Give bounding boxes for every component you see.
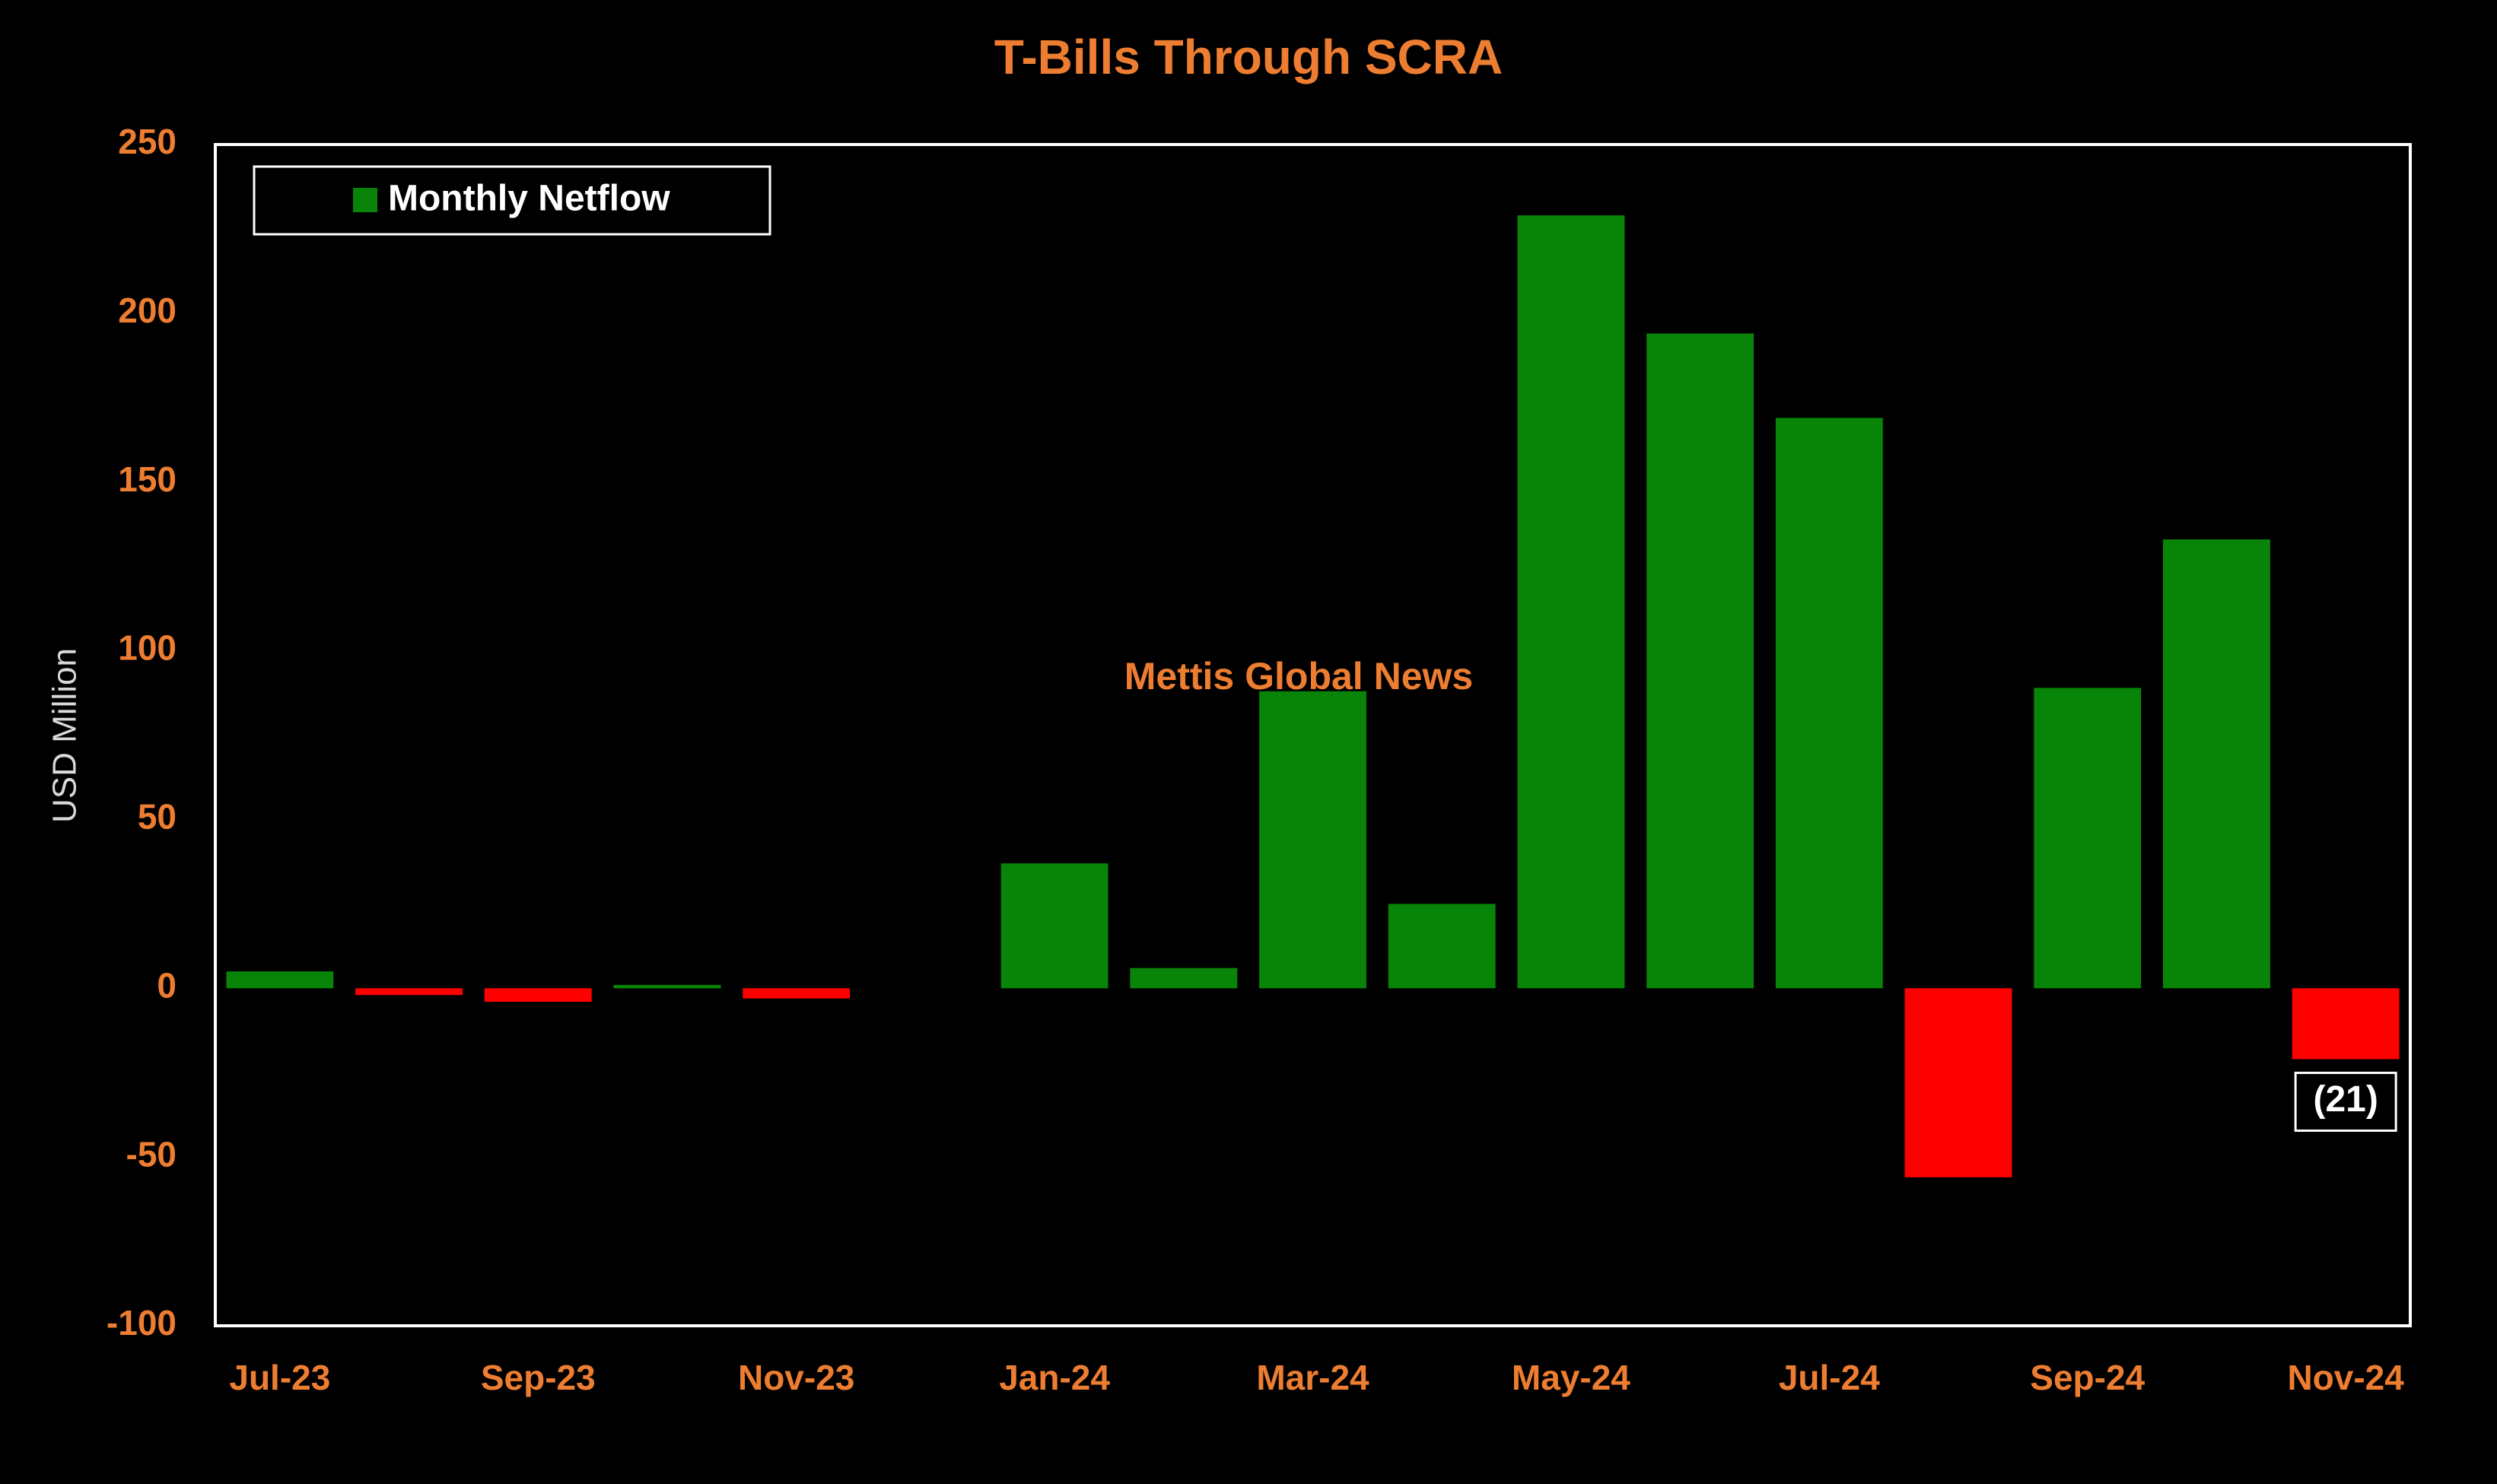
x-tick-label: Jul-23	[229, 1358, 330, 1397]
x-tick-label: Jul-24	[1779, 1358, 1880, 1397]
plot-area	[214, 143, 2412, 1327]
legend-label-monthly-netflow: Monthly Netflow	[388, 179, 670, 219]
legend-swatch-monthly-netflow	[353, 188, 377, 212]
bar-feb-24	[1130, 968, 1238, 989]
watermark-label: Mettis Global News	[1124, 655, 1473, 698]
plot-frame	[214, 143, 2412, 1327]
data-label-box	[2294, 1071, 2397, 1132]
y-tick-label: 50	[138, 797, 177, 837]
legend: Monthly Netflow	[253, 165, 771, 236]
x-axis: Jul-23 Sep-23 Nov-23 Jan-24 Mar-24 May-24 Jul-…	[229, 1358, 2404, 1397]
x-tick-label: May-24	[1512, 1358, 1630, 1397]
chart-title: T-Bills Through SCRA	[994, 30, 1503, 84]
legend-box	[253, 165, 771, 236]
bar-oct-23	[613, 984, 721, 989]
bar-apr-24	[1388, 904, 1496, 989]
bars	[226, 215, 2400, 1177]
x-tick-label: Nov-23	[738, 1358, 854, 1397]
x-tick-label: Sep-24	[2030, 1358, 2145, 1397]
y-tick-label: -100	[107, 1303, 177, 1343]
bar-jun-24	[1646, 333, 1754, 989]
bar-sep-23	[484, 988, 592, 1003]
y-tick-label: 150	[118, 459, 177, 499]
y-tick-label: 100	[118, 628, 177, 668]
x-tick-label: Nov-24	[2287, 1358, 2404, 1397]
y-tick-label: -50	[126, 1134, 177, 1174]
bar-oct-24	[2163, 539, 2270, 989]
bar-nov-23	[743, 988, 851, 999]
bar-jan-24	[1000, 863, 1109, 989]
y-axis-label: USD Million	[46, 648, 84, 823]
bar-may-24	[1517, 215, 1625, 989]
bar-aug-23	[355, 988, 463, 996]
bar-jul-23	[226, 971, 334, 989]
y-tick-label: 250	[118, 122, 177, 161]
y-tick-label: 200	[118, 291, 177, 330]
data-label: (21)	[2313, 1079, 2378, 1120]
y-axis: 250 200 150 100 50 0 -50 -100	[107, 122, 177, 1343]
bar-aug-24	[1904, 988, 2012, 1177]
bar-jul-24	[1775, 418, 1883, 989]
bar-nov-24	[2292, 988, 2400, 1060]
x-tick-label: Jan-24	[999, 1358, 1110, 1397]
x-tick-label: Mar-24	[1256, 1358, 1369, 1397]
x-tick-label: Sep-23	[481, 1358, 596, 1397]
data-labels: (21)	[2294, 1071, 2397, 1132]
y-tick-label: 0	[157, 965, 177, 1005]
bar-mar-24	[1259, 691, 1366, 989]
bar-sep-24	[2034, 688, 2142, 989]
